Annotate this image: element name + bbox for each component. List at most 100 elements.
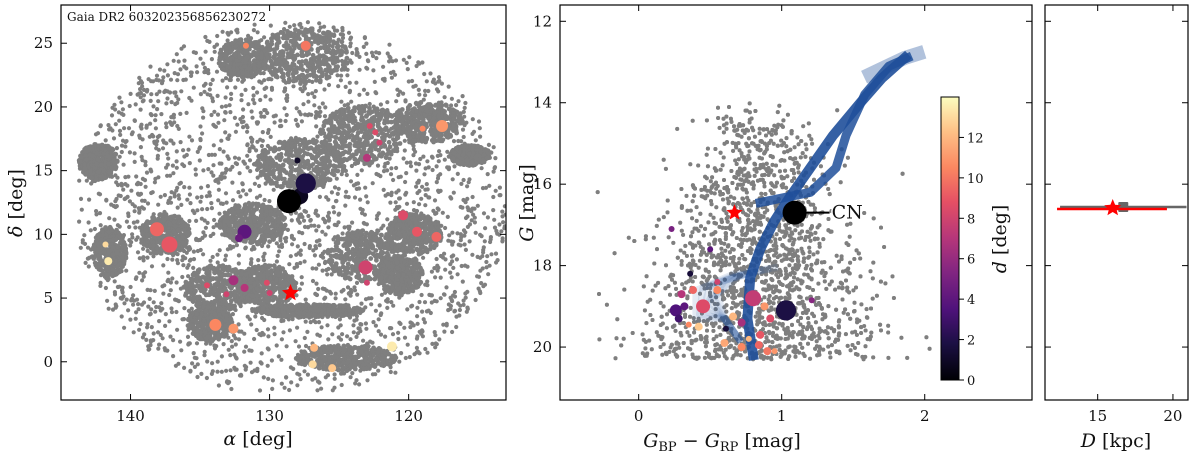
cluster-blob-star (222, 219, 228, 225)
cluster-blob-star (294, 148, 300, 154)
field-star (163, 312, 168, 317)
field-star (98, 280, 103, 285)
field-star (153, 309, 158, 314)
field-star (251, 93, 256, 98)
field-star (421, 154, 426, 159)
field-star (181, 248, 187, 254)
field-star (86, 264, 91, 269)
field-star (279, 357, 284, 362)
cluster-blob-star (448, 132, 453, 138)
field-star (168, 288, 173, 293)
cluster-blob-star (260, 169, 266, 175)
cluster-blob-star (256, 165, 261, 171)
field-star (365, 200, 370, 205)
cluster-blob-star (251, 298, 257, 304)
cluster-blob-star (357, 105, 363, 111)
cluster-blob-star (333, 168, 339, 174)
field-star (145, 322, 150, 327)
field-star (234, 161, 240, 167)
field-star (322, 24, 327, 29)
cluster-blob-star (260, 266, 266, 272)
field-star (503, 212, 506, 217)
cluster-blob-star (326, 177, 332, 183)
field-star (466, 208, 471, 213)
field-star (174, 165, 179, 170)
field-star (262, 35, 267, 40)
field-star (236, 190, 241, 195)
cluster-blob-star (331, 172, 337, 178)
field-star (354, 80, 359, 85)
field-star (296, 344, 302, 349)
field-star (332, 235, 337, 240)
field-star (176, 59, 181, 64)
cluster-blob-star (333, 58, 338, 64)
field-star (315, 388, 320, 393)
field-star (232, 155, 238, 160)
field-star (155, 107, 160, 112)
cluster-blob-star (275, 216, 281, 222)
field-star (295, 383, 300, 388)
cluster-blob-star (292, 284, 298, 290)
field-star (310, 278, 316, 284)
field-star (178, 67, 183, 72)
field-star (245, 165, 250, 170)
field-star (369, 50, 375, 55)
field-star (119, 314, 124, 319)
cluster-blob-star (217, 294, 223, 300)
cluster-blob-star (228, 285, 234, 291)
field-star (283, 118, 288, 124)
field-star (209, 112, 214, 118)
cluster-blob-star (415, 134, 421, 140)
field-star (154, 77, 159, 82)
field-star (154, 142, 159, 147)
field-star (329, 272, 334, 277)
cluster-blob-star (195, 283, 201, 289)
cluster-blob-star (405, 105, 411, 110)
field-star (77, 219, 82, 224)
field-star (378, 332, 384, 337)
field-star (143, 270, 148, 275)
field-star (202, 70, 207, 75)
field-star (287, 24, 292, 29)
cluster-blob-star (239, 217, 245, 223)
cluster-blob-star (232, 223, 238, 229)
field-star (210, 96, 215, 101)
field-star (436, 207, 441, 212)
field-star (110, 307, 116, 312)
field-star (232, 352, 237, 357)
cluster-blob-star (327, 159, 332, 164)
cluster-blob-star (339, 39, 345, 45)
field-star (358, 322, 363, 327)
field-star (141, 206, 146, 211)
cluster-blob-star (221, 267, 227, 273)
field-star (314, 292, 319, 297)
field-star (352, 288, 358, 293)
field-star (402, 148, 407, 153)
field-star (223, 257, 228, 262)
field-star (330, 388, 335, 393)
cluster-blob-star (432, 127, 437, 133)
field-star (451, 265, 456, 270)
field-star (112, 290, 117, 295)
cluster-blob-star (395, 110, 400, 115)
field-star (463, 200, 468, 205)
field-star (434, 256, 439, 262)
field-star (229, 91, 234, 96)
cluster-blob-star (418, 115, 424, 121)
field-star (217, 211, 222, 216)
field-star (195, 362, 200, 367)
cluster-blob-star (327, 162, 333, 168)
field-star (215, 93, 220, 98)
field-star (215, 112, 221, 117)
field-star (393, 370, 398, 375)
field-star (492, 225, 498, 230)
cluster-blob-star (313, 175, 319, 181)
field-star (181, 148, 186, 153)
field-star (149, 264, 155, 269)
cluster-blob-star (277, 66, 283, 72)
field-star (130, 232, 135, 237)
field-star (279, 381, 284, 386)
field-star (354, 52, 359, 57)
field-star (501, 220, 506, 225)
cluster-blob-star (459, 120, 465, 125)
